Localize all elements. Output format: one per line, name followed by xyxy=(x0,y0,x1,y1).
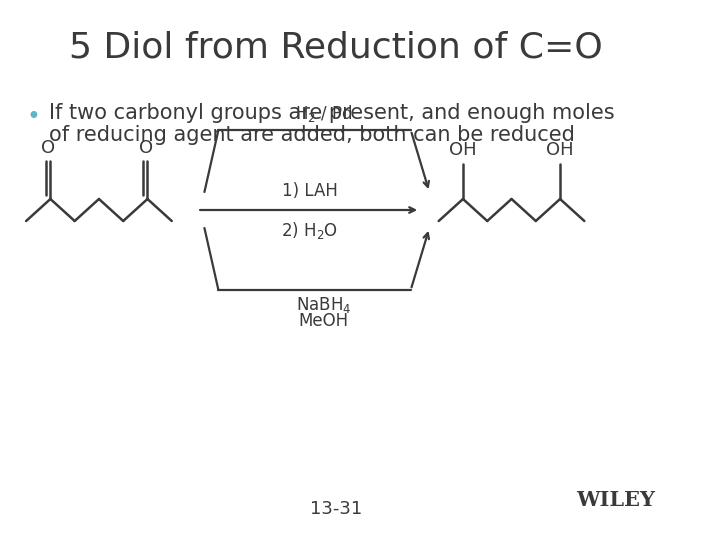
Text: NaBH$_4$: NaBH$_4$ xyxy=(296,295,351,315)
Text: If two carbonyl groups are present, and enough moles: If two carbonyl groups are present, and … xyxy=(48,103,614,123)
Text: O: O xyxy=(138,139,153,157)
Text: MeOH: MeOH xyxy=(299,312,349,330)
Text: 5 Diol from Reduction of C=O: 5 Diol from Reduction of C=O xyxy=(69,30,603,64)
Text: •: • xyxy=(26,105,40,129)
Text: O: O xyxy=(42,139,55,157)
Text: OH: OH xyxy=(449,141,477,159)
Text: WILEY: WILEY xyxy=(577,490,656,510)
Text: 13-31: 13-31 xyxy=(310,500,362,518)
Text: H$_2$ / Pd: H$_2$ / Pd xyxy=(295,103,353,124)
Text: 1) LAH: 1) LAH xyxy=(282,182,338,200)
Text: 2) H$_2$O: 2) H$_2$O xyxy=(282,220,338,241)
Text: OH: OH xyxy=(546,141,574,159)
Text: of reducing agent are added, both can be reduced: of reducing agent are added, both can be… xyxy=(48,125,575,145)
